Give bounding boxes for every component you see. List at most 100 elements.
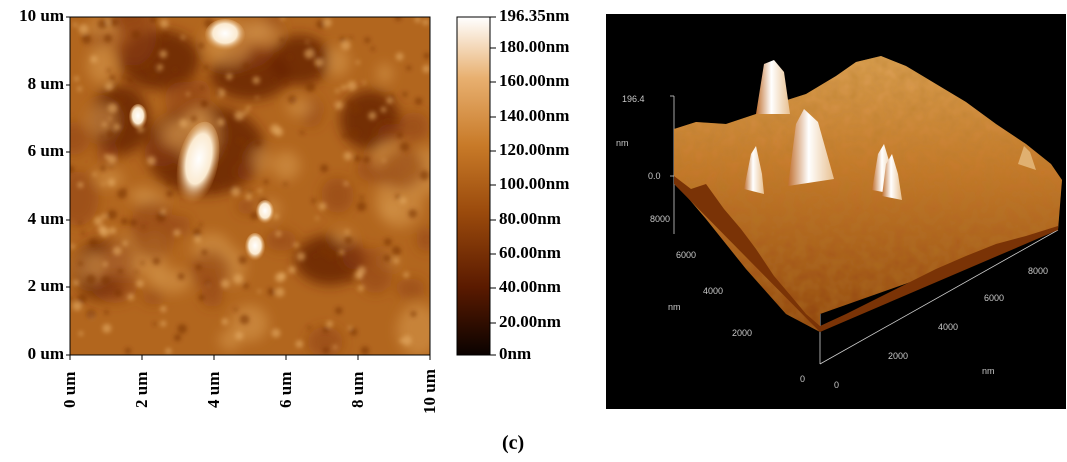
texture-speckle (385, 119, 389, 123)
texture-blob (237, 163, 254, 181)
y-tick-label: 6 um (27, 141, 64, 160)
texture-blob (190, 250, 232, 292)
texture-speckle (422, 64, 430, 73)
texture-blob (142, 290, 164, 305)
texture-speckle (159, 19, 169, 28)
texture-speckle (346, 80, 357, 91)
colorbar-label: 196.35nm (499, 6, 570, 25)
texture-speckle (356, 201, 367, 212)
texture-speckle (101, 182, 105, 186)
texture-speckle (263, 179, 269, 185)
texture-speckle (104, 82, 114, 91)
texture-speckle (383, 238, 392, 247)
texture-speckle (279, 37, 285, 43)
texture-speckle (247, 189, 252, 194)
texture-speckle (93, 216, 103, 226)
colorbar-label: 120.00nm (499, 140, 570, 159)
texture-speckle (86, 309, 97, 320)
texture-speckle (314, 57, 324, 67)
z-max-label: 196.4 (622, 94, 645, 104)
texture-speckle (166, 190, 174, 198)
texture-speckle (255, 96, 259, 100)
texture-speckle (109, 226, 117, 235)
colorbar (456, 16, 491, 356)
texture-dark-region (90, 85, 150, 155)
texture-speckle (160, 305, 167, 313)
texture-speckle (152, 257, 161, 265)
texture-speckle (423, 52, 430, 59)
texture-speckle (243, 110, 248, 115)
texture-blob (398, 111, 429, 142)
texture-speckle (414, 97, 423, 105)
texture-speckle (334, 100, 344, 110)
texture-speckle (127, 76, 134, 84)
texture-blob (70, 171, 99, 226)
colorbar-label: 60.00nm (499, 243, 561, 262)
texture-speckle (401, 335, 412, 346)
texture-speckle (341, 84, 347, 91)
texture-speckle (70, 296, 73, 302)
bright-grain (205, 19, 245, 51)
y-unit-label-3d: nm (668, 302, 681, 312)
texture-speckle (273, 77, 277, 82)
texture-blob (140, 250, 167, 285)
texture-speckle (97, 19, 108, 29)
texture-speckle (192, 228, 202, 237)
y-tick-label-3d: 6000 (676, 250, 696, 260)
texture-speckle (177, 324, 187, 334)
texture-speckle (257, 188, 263, 194)
texture-speckle (118, 95, 125, 103)
texture-speckle (103, 34, 113, 43)
texture-speckle (74, 76, 80, 82)
texture-speckle (322, 326, 329, 334)
texture-speckle (307, 325, 311, 330)
texture-speckle (231, 186, 241, 197)
texture-speckle (186, 92, 190, 97)
texture-speckle (101, 121, 108, 127)
texture-speckle (342, 133, 348, 139)
texture-speckle (236, 137, 243, 144)
texture-speckle (396, 131, 404, 139)
texture-speckle (194, 235, 202, 243)
texture-speckle (100, 275, 111, 286)
texture-speckle (358, 274, 363, 279)
texture-speckle (177, 272, 185, 280)
y-tick-label: 4 um (27, 209, 64, 228)
texture-blob (70, 122, 90, 156)
texture-blob (87, 46, 116, 84)
surface-peak (788, 109, 834, 186)
texture-speckle (70, 243, 75, 249)
texture-speckle (220, 279, 230, 289)
texture-speckle (275, 287, 285, 297)
texture-speckle (161, 32, 170, 41)
x-tick-label: 10 um (420, 369, 439, 414)
texture-speckle (335, 88, 340, 93)
texture-blob (111, 17, 148, 30)
texture-speckle (238, 255, 248, 265)
texture-speckle (402, 91, 408, 97)
texture-speckle (135, 279, 144, 288)
x-tick-label: 8 um (348, 371, 367, 408)
y-tick-label-3d: 2000 (732, 328, 752, 338)
afm-height-map-panel: 10 um 8 um 6 um 4 um 2 um 0 um 0 um 2 um… (19, 6, 570, 414)
colorbar-label: 0nm (499, 344, 532, 363)
texture-speckle (356, 60, 360, 65)
texture-blob (325, 46, 350, 77)
texture-speckle (287, 54, 293, 60)
texture-blob (129, 187, 156, 204)
texture-speckle (78, 261, 83, 267)
texture-speckle (239, 188, 243, 192)
texture-speckle (228, 184, 235, 190)
texture-speckle (395, 52, 404, 61)
texture-speckle (211, 182, 220, 191)
texture-speckle (280, 17, 286, 21)
texture-speckle (134, 270, 139, 274)
texture-speckle (252, 76, 261, 84)
figure-caption: (c) (502, 432, 525, 454)
texture-speckle (102, 261, 108, 267)
texture-speckle (315, 75, 320, 79)
z-min-label: 0.0 (648, 171, 661, 181)
texture-speckle (386, 97, 393, 104)
texture-blob (321, 177, 354, 214)
x-tick-label-3d: 6000 (984, 293, 1004, 303)
